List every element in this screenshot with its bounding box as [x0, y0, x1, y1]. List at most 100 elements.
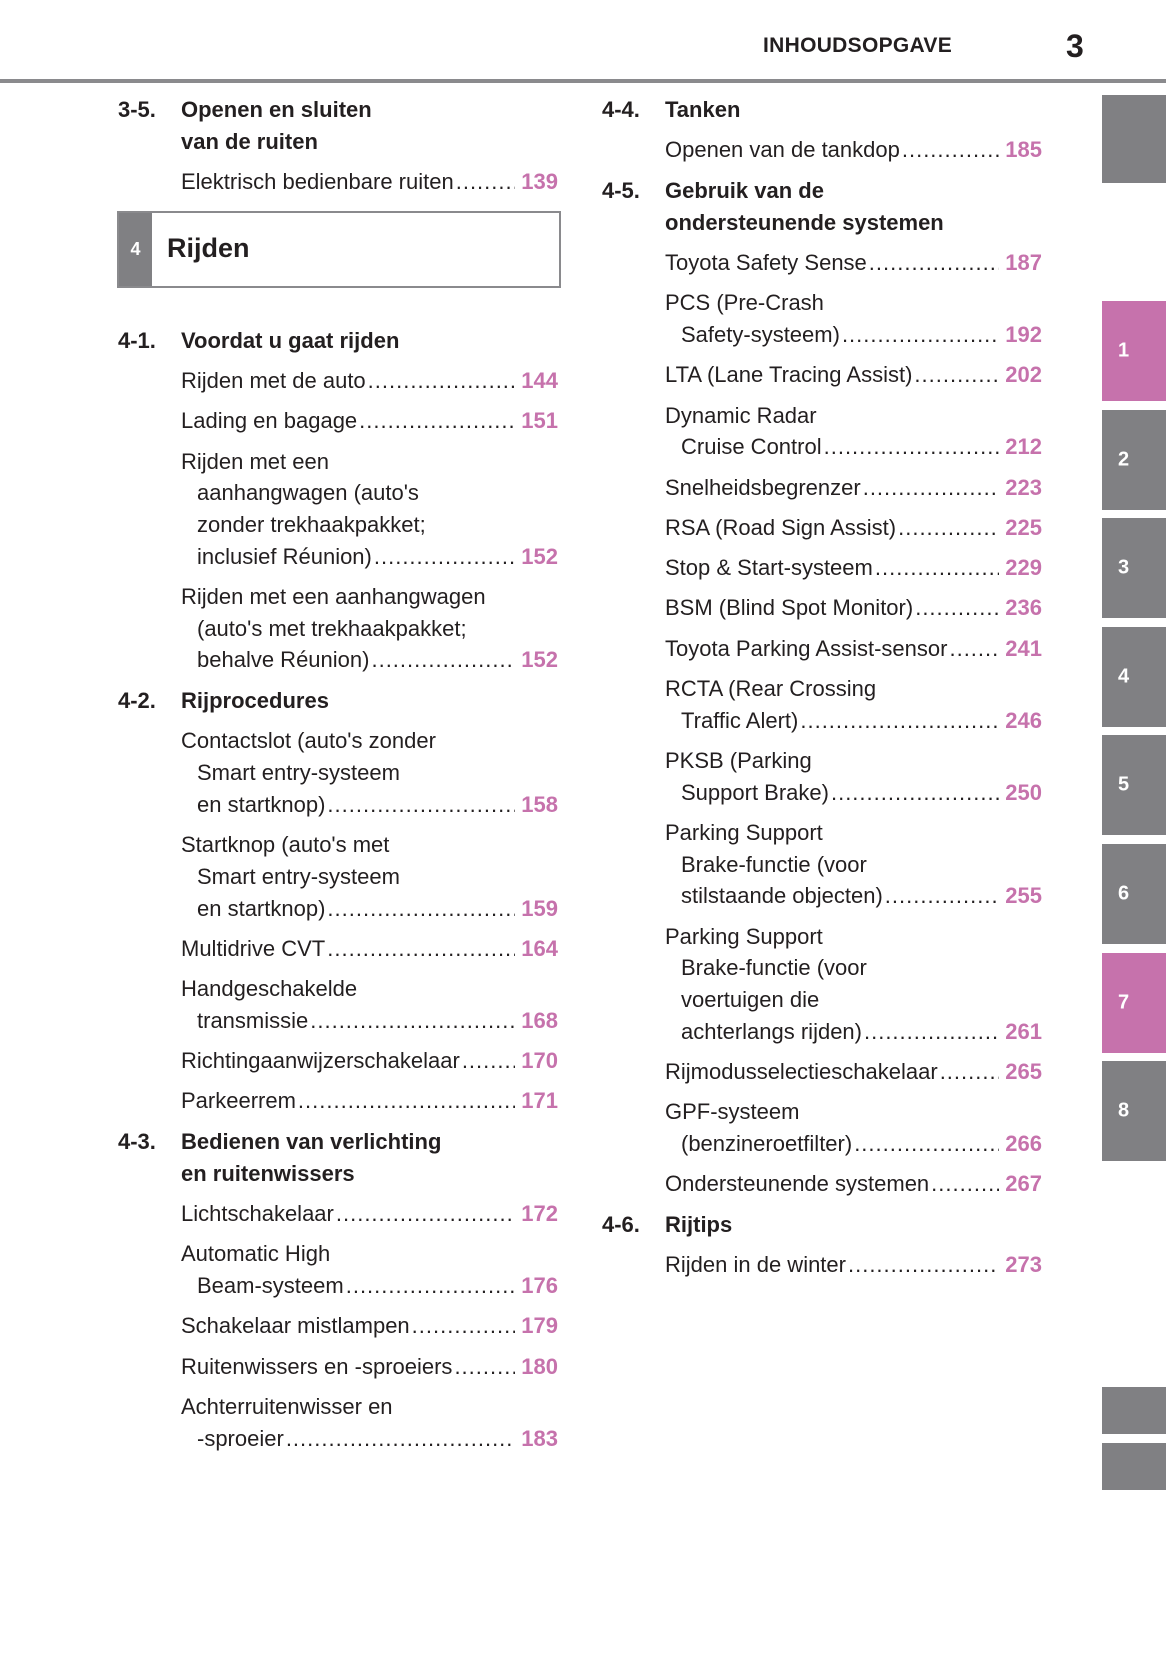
- entry-line: Safety-systeem).........................…: [665, 319, 1042, 351]
- toc-entry[interactable]: Ruitenwissers en -sproeiers.............…: [181, 1351, 558, 1383]
- page-link[interactable]: 170: [521, 1048, 558, 1074]
- toc-entry[interactable]: PKSB (Parking Support Brake).............…: [665, 745, 1042, 808]
- chapter-tab-3[interactable]: 3: [1102, 518, 1166, 618]
- page-link[interactable]: 266: [1005, 1131, 1042, 1157]
- toc-entry[interactable]: Achterruitenwisser en -sproeier..........…: [181, 1391, 558, 1454]
- page-link[interactable]: 179: [521, 1313, 558, 1339]
- page-link[interactable]: 144: [521, 368, 558, 393]
- entry-text: stilstaande objecten): [681, 883, 883, 909]
- chapter-tab[interactable]: [1102, 1387, 1166, 1434]
- chapter-banner: 4 Rijden: [117, 210, 561, 288]
- dot-leader: ........................................…: [915, 595, 999, 621]
- chapter-tab-8[interactable]: 8: [1102, 1061, 1166, 1161]
- chapter-tab-6[interactable]: 6: [1102, 844, 1166, 944]
- entry-line: en startknop)...........................…: [181, 893, 558, 925]
- page-link[interactable]: 159: [521, 895, 558, 921]
- entry-text: Startknop (auto's met: [181, 832, 390, 858]
- chapter-tab-1[interactable]: 1: [1102, 301, 1166, 401]
- toc-entry[interactable]: GPF-systeem (benzineroetfilter)..........…: [665, 1096, 1042, 1159]
- page-link[interactable]: 171: [521, 1088, 558, 1114]
- page-link[interactable]: 176: [521, 1273, 558, 1299]
- entry-line: Rijden met een aanhangwagen: [181, 581, 558, 613]
- section-number: 4-5.: [602, 178, 640, 203]
- entry-text: Lading en bagage: [181, 408, 358, 434]
- toc-entry[interactable]: Lading en bagage........................…: [181, 405, 558, 437]
- page-link[interactable]: 168: [521, 1007, 558, 1033]
- toc-entry[interactable]: PCS (Pre-Crash Safety-systeem)...........…: [665, 287, 1042, 350]
- toc-entry[interactable]: BSM (Blind Spot Monitor)................…: [665, 592, 1042, 624]
- chapter-tab[interactable]: [1102, 95, 1166, 183]
- page-link[interactable]: 255: [1005, 883, 1042, 909]
- dot-leader: ........................................…: [461, 1048, 515, 1074]
- toc-entry[interactable]: Rijmodusselectieschakelaar..............…: [665, 1056, 1042, 1088]
- toc-entry[interactable]: Parking Support Brake-functie (voor voertu…: [665, 921, 1042, 1048]
- chapter-tab-4[interactable]: 4: [1102, 627, 1166, 727]
- page-link[interactable]: 241: [1005, 635, 1042, 661]
- page-link[interactable]: 151: [521, 408, 558, 434]
- page-link[interactable]: 229: [1005, 555, 1042, 581]
- chapter-tab-7[interactable]: 7: [1102, 953, 1166, 1053]
- entry-text: BSM (Blind Spot Monitor): [665, 595, 914, 621]
- page-link[interactable]: 164: [521, 935, 558, 961]
- toc-entry[interactable]: Rijden met de auto......................…: [181, 365, 558, 397]
- toc-entry[interactable]: Handgeschakelde transmissie..............…: [181, 973, 558, 1036]
- chapter-tab[interactable]: [1102, 1443, 1166, 1490]
- page-link[interactable]: 180: [521, 1353, 558, 1379]
- page-link[interactable]: 225: [1005, 514, 1042, 540]
- page-link[interactable]: 152: [521, 543, 558, 569]
- page-link[interactable]: 267: [1005, 1171, 1042, 1197]
- page-link[interactable]: 187: [1005, 250, 1042, 275]
- toc-entry[interactable]: Dynamic Radar Cruise Control.............…: [665, 400, 1042, 463]
- toc-entry[interactable]: Ondersteunende systemen.................…: [665, 1168, 1042, 1200]
- toc-entry[interactable]: RCTA (Rear Crossing Traffic Alert).......…: [665, 673, 1042, 736]
- page-link[interactable]: 212: [1005, 434, 1042, 460]
- page-link[interactable]: 192: [1005, 322, 1042, 347]
- toc-entry[interactable]: Toyota Parking Assist-sensor............…: [665, 633, 1042, 665]
- toc-entry[interactable]: RSA (Road Sign Assist)..................…: [665, 512, 1042, 544]
- chapter-tab-label: 6: [1118, 882, 1130, 905]
- page-link[interactable]: 185: [1005, 137, 1042, 163]
- toc-entry[interactable]: Contactslot (auto's zonder Smart entry-sy…: [181, 725, 558, 820]
- page-link[interactable]: 265: [1005, 1059, 1042, 1085]
- toc-entry[interactable]: Automatic High Beam-systeem..............…: [181, 1238, 558, 1301]
- toc-entry[interactable]: Stop & Start-systeem....................…: [665, 552, 1042, 584]
- toc-entry[interactable]: Parking Support Brake-functie (voor stilst…: [665, 817, 1042, 912]
- page-link[interactable]: 158: [521, 791, 558, 817]
- page-link[interactable]: 236: [1005, 595, 1042, 621]
- page-link[interactable]: 202: [1005, 362, 1042, 388]
- toc-entry[interactable]: LTA (Lane Tracing Assist)...............…: [665, 359, 1042, 391]
- entry-text: Snelheidsbegrenzer: [665, 474, 861, 500]
- entry-line: Smart entry-systeem: [181, 757, 558, 789]
- page-link[interactable]: 223: [1005, 474, 1042, 500]
- page-link[interactable]: 261: [1005, 1018, 1042, 1044]
- toc-entry[interactable]: Schakelaar mistlampen...................…: [181, 1310, 558, 1342]
- toc-entry[interactable]: Rijden in de winter.....................…: [665, 1249, 1042, 1281]
- toc-entry[interactable]: Richtingaanwijzerschakelaar.............…: [181, 1045, 558, 1077]
- toc-entry[interactable]: Startknop (auto's met Smart entry-systeem…: [181, 829, 558, 924]
- toc-entry[interactable]: Parkeerrem..............................…: [181, 1085, 558, 1117]
- toc-entry[interactable]: Multidrive CVT..........................…: [181, 933, 558, 965]
- page-link[interactable]: 183: [521, 1425, 558, 1451]
- chapter-tab-label: 1: [1118, 339, 1130, 362]
- toc-entry[interactable]: Snelheidsbegrenzer......................…: [665, 472, 1042, 504]
- chapter-tab-2[interactable]: 2: [1102, 410, 1166, 510]
- page-link[interactable]: 250: [1005, 779, 1042, 805]
- chapter-tab-5[interactable]: 5: [1102, 735, 1166, 835]
- section-heading: 4-4. Tanken: [602, 94, 1042, 126]
- dot-leader: ........................................…: [310, 1007, 516, 1033]
- page-link[interactable]: 139: [521, 169, 558, 194]
- dot-leader: ........................................…: [823, 434, 1000, 460]
- toc-entry[interactable]: Elektrisch bedienbare ruiten............…: [181, 166, 558, 198]
- page-link[interactable]: 152: [521, 647, 558, 673]
- entry-text: Handgeschakelde: [181, 976, 358, 1002]
- page-link[interactable]: 246: [1005, 707, 1042, 733]
- page-link[interactable]: 273: [1005, 1252, 1042, 1278]
- toc-entry[interactable]: Toyota Safety Sense.....................…: [665, 247, 1042, 279]
- entry-line: voertuigen die: [665, 984, 1042, 1016]
- toc-entry[interactable]: Lichtschakelaar.........................…: [181, 1198, 558, 1230]
- toc-entry[interactable]: Openen van de tankdop...................…: [665, 134, 1042, 166]
- toc-entry[interactable]: Rijden met een aanhangwagen (auto's zonder…: [181, 446, 558, 573]
- chapter-tab-label: 2: [1118, 448, 1130, 471]
- page-link[interactable]: 172: [521, 1201, 558, 1227]
- toc-entry[interactable]: Rijden met een aanhangwagen (auto's met t…: [181, 581, 558, 676]
